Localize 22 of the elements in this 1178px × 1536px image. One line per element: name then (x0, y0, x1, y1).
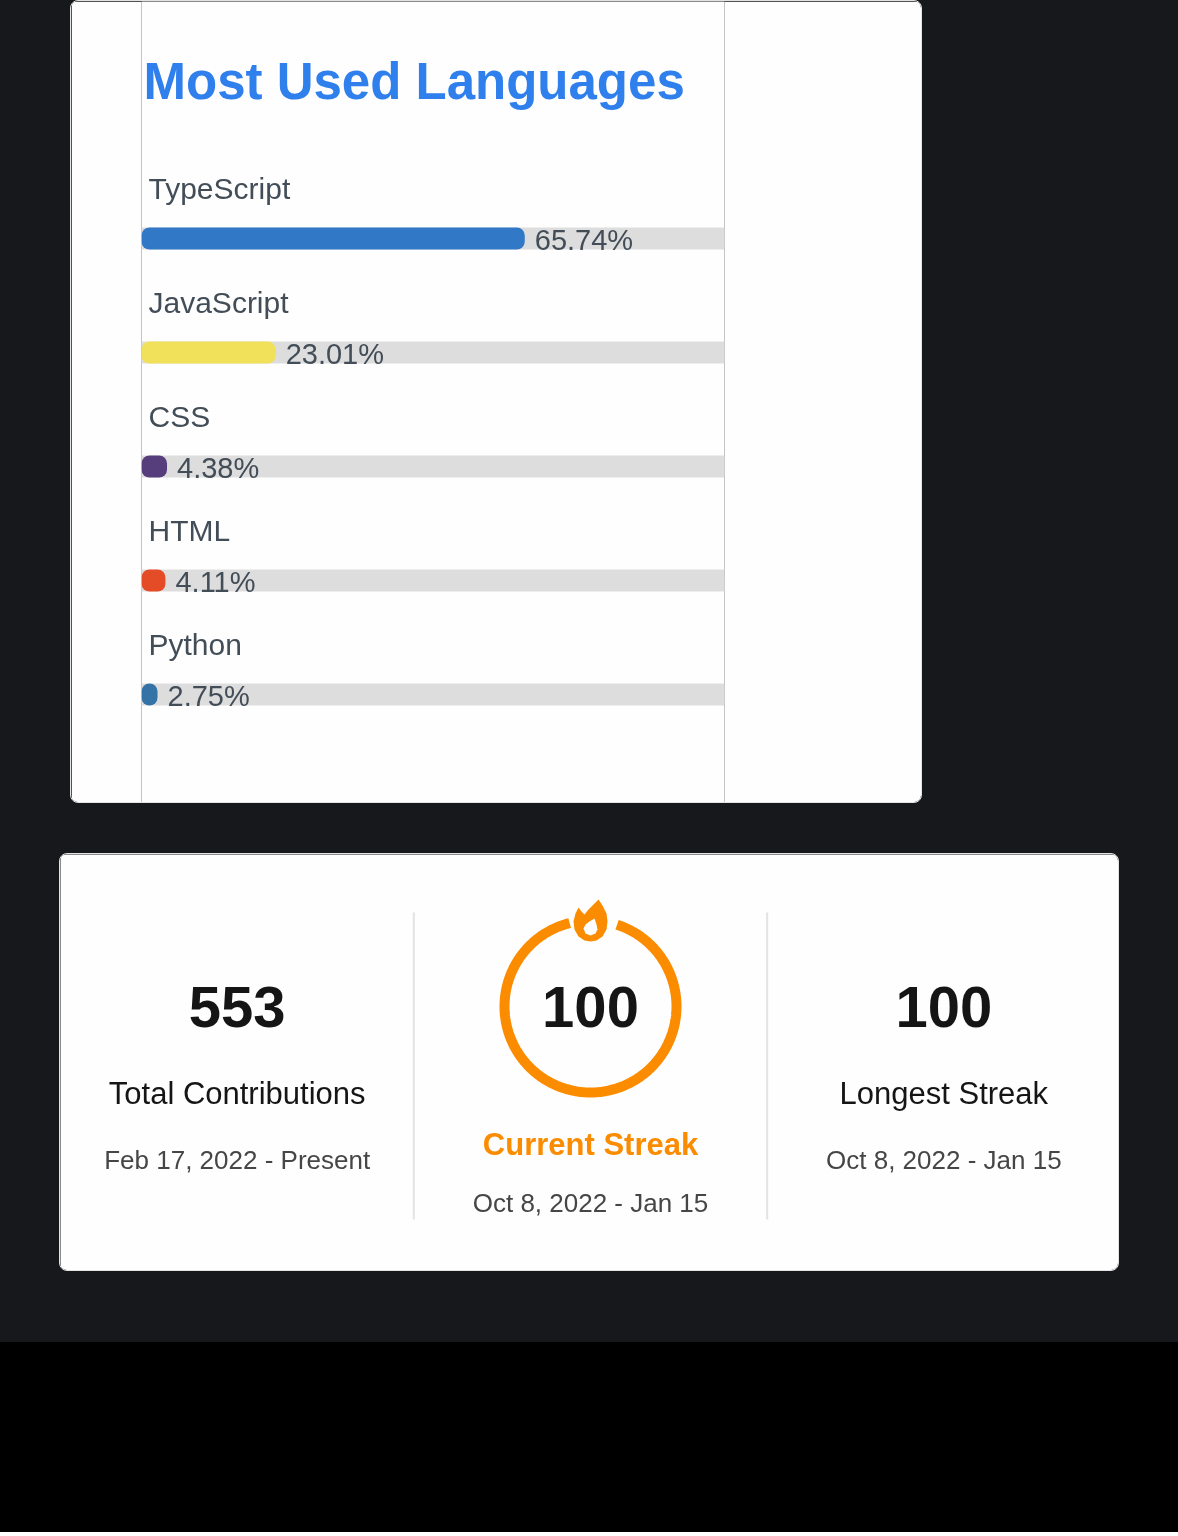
data-label: 2.75% (167, 679, 250, 712)
chart-title: Most Used Languages (143, 53, 685, 110)
text: Oct 8, 2022 - Jan 15 (472, 1187, 709, 1218)
y-tick-label: JavaScript (148, 286, 290, 319)
category-label: Longest Streak (839, 1076, 1049, 1111)
y-tick-label: HTML (148, 514, 231, 547)
text: Oct 8, 2022 - Jan 15 (826, 1144, 1062, 1175)
y-tick-label: TypeScript (148, 172, 291, 205)
data-label: 4.38% (177, 451, 260, 484)
bar (141, 341, 276, 364)
data-label: 100 (895, 973, 993, 1039)
y-tick-label: Python (148, 628, 242, 661)
y-tick-label: CSS (148, 400, 211, 433)
data-label: 23.01% (285, 337, 385, 370)
data-label: 4.11% (175, 565, 256, 598)
bar (141, 227, 525, 250)
data-label: 553 (188, 973, 286, 1039)
text: Feb 17, 2022 - Present (104, 1144, 371, 1175)
data-label: 100 (542, 973, 639, 1039)
category-label: Current Streak (482, 1127, 699, 1162)
category-label: Total Contributions (108, 1076, 366, 1111)
data-label: 65.74% (534, 223, 634, 256)
